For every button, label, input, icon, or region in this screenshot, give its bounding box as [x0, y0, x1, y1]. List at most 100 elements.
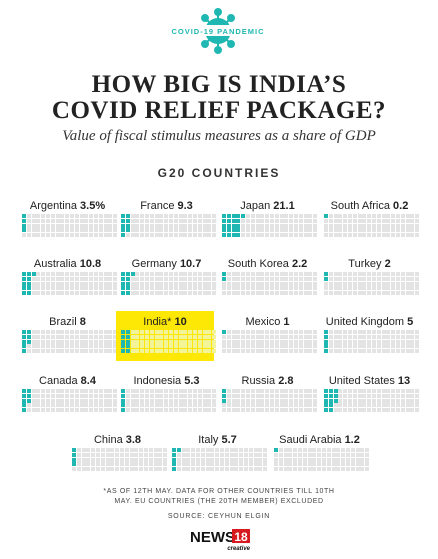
waffle-square-empty: [202, 281, 207, 286]
waffle-square-empty: [60, 276, 65, 281]
waffle-square-empty: [135, 272, 140, 276]
waffle-square-empty: [154, 398, 159, 403]
waffle-square-empty: [183, 281, 188, 286]
waffle-square-empty: [324, 281, 328, 286]
waffle-square-empty: [347, 214, 352, 218]
waffle-square-empty: [183, 223, 188, 228]
waffle-square-empty: [113, 403, 118, 408]
waffle-square-empty: [357, 286, 362, 291]
waffle-square-empty: [331, 448, 336, 452]
waffle-square-empty: [400, 281, 405, 286]
waffle-square-empty: [284, 214, 289, 218]
waffle-square-empty: [144, 334, 149, 339]
waffle-square-empty: [79, 389, 84, 393]
waffle-square-empty: [55, 349, 60, 354]
waffle-square-empty: [245, 223, 250, 228]
waffle-square-empty: [341, 467, 346, 472]
waffle-square-empty: [140, 272, 145, 276]
waffle-square-empty: [164, 276, 169, 281]
country-label: Mexico 1: [220, 316, 315, 328]
waffle-square-empty: [239, 452, 244, 457]
waffle-square-empty: [188, 393, 193, 398]
waffle-square-empty: [367, 272, 372, 276]
waffle-square-empty: [248, 462, 253, 467]
waffle-square-empty: [357, 389, 362, 393]
waffle-square-empty: [69, 272, 74, 276]
waffle-square-empty: [178, 393, 183, 398]
waffle-square-empty: [154, 276, 159, 281]
waffle-square-empty: [154, 330, 159, 334]
waffle-square-empty: [110, 457, 115, 462]
waffle-square-empty: [236, 272, 241, 276]
waffle-square-empty: [212, 349, 217, 354]
waffle-square-empty: [93, 228, 98, 233]
waffle-square-empty: [212, 398, 217, 403]
waffle-square-empty: [212, 214, 217, 218]
waffle-square-empty: [176, 457, 181, 462]
waffle-square-empty: [159, 286, 164, 291]
waffle-square-empty: [313, 389, 318, 393]
waffle-square-empty: [265, 344, 270, 349]
waffle-square-empty: [103, 223, 108, 228]
waffle-square-empty: [135, 228, 140, 233]
waffle-square-empty: [192, 398, 197, 403]
waffle-square-filled: [333, 393, 338, 398]
waffle-square-empty: [260, 330, 265, 334]
waffle-square-empty: [113, 344, 118, 349]
waffle-square-empty: [41, 291, 46, 296]
waffle-square-filled: [26, 339, 31, 344]
waffle-square-empty: [386, 233, 391, 238]
waffle-square-empty: [45, 339, 50, 344]
waffle-square-empty: [192, 291, 197, 296]
waffle-square-empty: [153, 452, 158, 457]
waffle-square-empty: [163, 452, 168, 457]
waffle-square-empty: [293, 281, 298, 286]
waffle-square-empty: [410, 403, 415, 408]
waffle-square-empty: [74, 228, 79, 233]
waffle-square-filled: [125, 276, 130, 281]
waffle-square-empty: [93, 403, 98, 408]
waffle-square-empty: [105, 457, 110, 462]
waffle-square-empty: [279, 344, 284, 349]
waffle-square-empty: [188, 403, 193, 408]
waffle-square-empty: [284, 286, 289, 291]
waffle-square-empty: [60, 218, 65, 223]
waffle-square-empty: [164, 218, 169, 223]
waffle-square-empty: [352, 228, 357, 233]
waffle-square-empty: [207, 214, 212, 218]
waffle-square-empty: [207, 218, 212, 223]
waffle-square-empty: [154, 291, 159, 296]
waffle-square-empty: [222, 286, 226, 291]
waffle-square-empty: [274, 286, 279, 291]
waffle-square-empty: [231, 286, 236, 291]
waffle-square-empty: [98, 214, 103, 218]
waffle-square-empty: [93, 339, 98, 344]
waffle-square-empty: [381, 286, 386, 291]
waffle-square-empty: [284, 291, 289, 296]
waffle-square-empty: [31, 223, 36, 228]
waffle-square-empty: [188, 398, 193, 403]
waffle-square-empty: [108, 218, 113, 223]
waffle-square-empty: [226, 272, 231, 276]
waffle-square-empty: [74, 218, 79, 223]
waffle-square-empty: [410, 339, 415, 344]
waffle-square-empty: [283, 452, 288, 457]
waffle-square-filled: [121, 389, 125, 393]
waffle-square-empty: [415, 286, 420, 291]
waffle-square-empty: [289, 223, 294, 228]
waffle-square-empty: [391, 272, 396, 276]
country-cell-china: China 3.8: [70, 434, 168, 474]
waffle-square-empty: [279, 233, 284, 238]
waffle-square-empty: [255, 339, 260, 344]
waffle-square-empty: [231, 389, 236, 393]
waffle-square-empty: [395, 334, 400, 339]
waffle-square-empty: [50, 291, 55, 296]
waffle-square-filled: [125, 223, 130, 228]
waffle-square-empty: [265, 233, 270, 238]
waffle-square-empty: [331, 457, 336, 462]
waffle-square-empty: [164, 233, 169, 238]
waffle-square-empty: [202, 272, 207, 276]
waffle-square-empty: [391, 223, 396, 228]
waffle-square-empty: [253, 452, 258, 457]
waffle-square-empty: [74, 272, 79, 276]
